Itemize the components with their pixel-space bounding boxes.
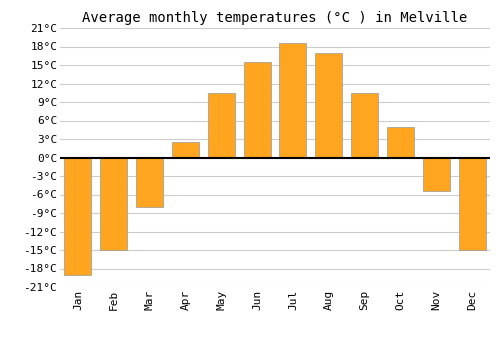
Bar: [423, 158, 450, 191]
Title: Average monthly temperatures (°C ) in Melville: Average monthly temperatures (°C ) in Me…: [82, 12, 468, 26]
Bar: [208, 93, 234, 158]
Bar: [351, 93, 378, 158]
Bar: [280, 43, 306, 158]
Bar: [244, 62, 270, 158]
Bar: [387, 127, 414, 158]
Bar: [458, 158, 485, 250]
Bar: [100, 158, 127, 250]
Bar: [136, 158, 163, 207]
Bar: [172, 142, 199, 158]
Bar: [64, 158, 92, 275]
Bar: [316, 52, 342, 158]
